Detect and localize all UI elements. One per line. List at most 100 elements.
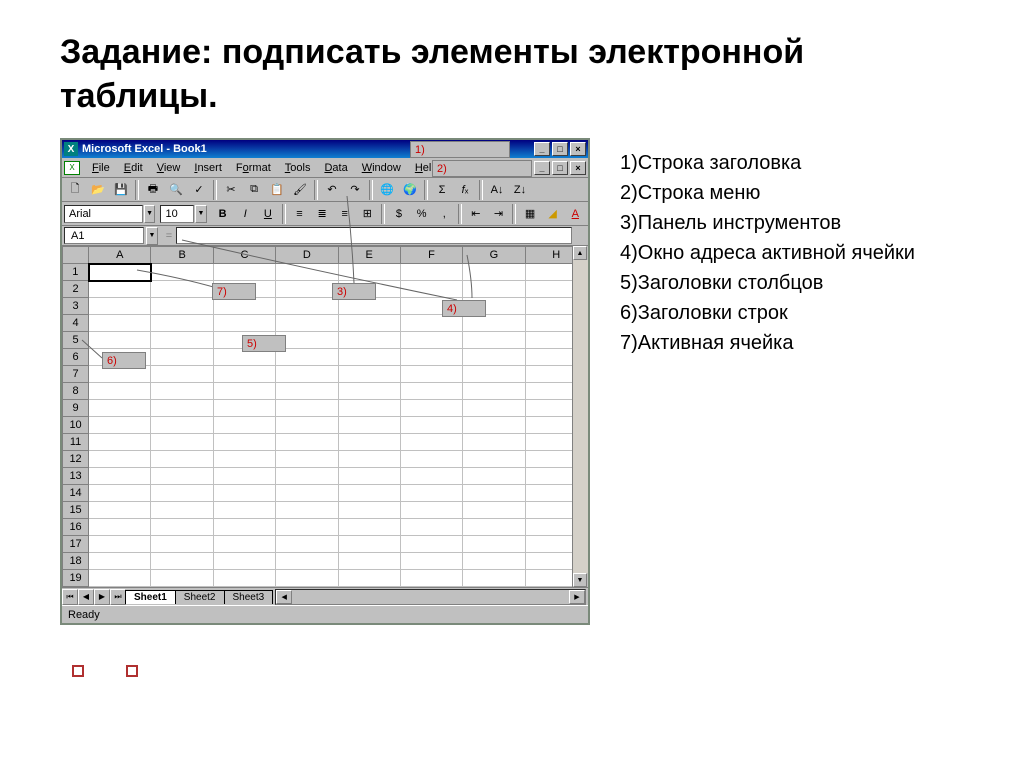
- cell[interactable]: [338, 298, 400, 315]
- redo-icon[interactable]: ↷: [344, 180, 366, 200]
- scroll-down-icon[interactable]: ▼: [573, 573, 587, 587]
- doc-close-button[interactable]: ×: [570, 161, 586, 175]
- row-header[interactable]: 13: [63, 468, 89, 485]
- cell[interactable]: [89, 298, 151, 315]
- cell[interactable]: [463, 264, 525, 281]
- cell[interactable]: [89, 281, 151, 298]
- equals-icon[interactable]: =: [162, 230, 176, 242]
- cell[interactable]: [463, 400, 525, 417]
- row-header[interactable]: 17: [63, 536, 89, 553]
- column-header[interactable]: G: [463, 247, 525, 264]
- cell[interactable]: [151, 536, 213, 553]
- row-header[interactable]: 14: [63, 485, 89, 502]
- tab-nav-next[interactable]: ▶: [94, 589, 110, 605]
- cell[interactable]: [151, 298, 213, 315]
- cell[interactable]: [151, 451, 213, 468]
- spell-icon[interactable]: ✓: [188, 180, 210, 200]
- cell[interactable]: [400, 366, 462, 383]
- row-header[interactable]: 7: [63, 366, 89, 383]
- row-header[interactable]: 18: [63, 553, 89, 570]
- select-all-corner[interactable]: [63, 247, 89, 264]
- column-header[interactable]: C: [213, 247, 275, 264]
- italic-icon[interactable]: I: [234, 204, 256, 224]
- cell[interactable]: [338, 417, 400, 434]
- cell[interactable]: [151, 434, 213, 451]
- cell[interactable]: [400, 400, 462, 417]
- menu-format[interactable]: Format: [230, 160, 277, 176]
- doc-minimize-button[interactable]: _: [534, 161, 550, 175]
- cut-icon[interactable]: ✂: [220, 180, 242, 200]
- row-header[interactable]: 6: [63, 349, 89, 366]
- cell[interactable]: [338, 519, 400, 536]
- cell[interactable]: [151, 383, 213, 400]
- cell[interactable]: [89, 519, 151, 536]
- cell[interactable]: [463, 434, 525, 451]
- cell[interactable]: [213, 264, 275, 281]
- vertical-scrollbar[interactable]: ▲ ▼: [572, 246, 588, 587]
- menu-file[interactable]: File: [86, 160, 116, 176]
- menu-view[interactable]: View: [151, 160, 187, 176]
- cell[interactable]: [89, 570, 151, 587]
- cell[interactable]: [400, 468, 462, 485]
- cell[interactable]: [213, 485, 275, 502]
- cell[interactable]: [89, 553, 151, 570]
- cell[interactable]: [463, 332, 525, 349]
- tab-nav-first[interactable]: ⏮: [62, 589, 78, 605]
- cell[interactable]: [276, 570, 338, 587]
- cell[interactable]: [89, 332, 151, 349]
- undo-icon[interactable]: ↶: [321, 180, 343, 200]
- cell[interactable]: [276, 264, 338, 281]
- column-header[interactable]: D: [276, 247, 338, 264]
- cell[interactable]: [338, 264, 400, 281]
- cell[interactable]: [89, 485, 151, 502]
- column-header[interactable]: E: [338, 247, 400, 264]
- row-header[interactable]: 19: [63, 570, 89, 587]
- underline-icon[interactable]: U: [257, 204, 279, 224]
- cell[interactable]: [400, 281, 462, 298]
- indent-inc-icon[interactable]: ⇥: [488, 204, 510, 224]
- indent-dec-icon[interactable]: ⇤: [465, 204, 487, 224]
- cell[interactable]: [338, 383, 400, 400]
- cell[interactable]: [400, 315, 462, 332]
- cell[interactable]: [338, 434, 400, 451]
- cell[interactable]: [338, 400, 400, 417]
- cell[interactable]: [338, 468, 400, 485]
- sort-asc-icon[interactable]: A↓: [486, 180, 508, 200]
- cell[interactable]: [89, 264, 151, 281]
- cell[interactable]: [338, 570, 400, 587]
- cell[interactable]: [338, 349, 400, 366]
- minimize-button[interactable]: _: [534, 142, 550, 156]
- cell[interactable]: [338, 366, 400, 383]
- cell[interactable]: [400, 417, 462, 434]
- cell[interactable]: [463, 281, 525, 298]
- cell[interactable]: [276, 451, 338, 468]
- cell[interactable]: [400, 570, 462, 587]
- cell[interactable]: [400, 519, 462, 536]
- scroll-left-icon[interactable]: ◀: [276, 590, 292, 604]
- column-header[interactable]: F: [400, 247, 462, 264]
- sheet-tab-1[interactable]: Sheet1: [125, 590, 176, 604]
- font-size-dropdown[interactable]: ▼: [195, 205, 207, 223]
- maximize-button[interactable]: □: [552, 142, 568, 156]
- scroll-right-icon[interactable]: ▶: [569, 590, 585, 604]
- cell[interactable]: [400, 434, 462, 451]
- cell[interactable]: [213, 315, 275, 332]
- align-right-icon[interactable]: ≡: [334, 204, 356, 224]
- cell[interactable]: [89, 502, 151, 519]
- cell[interactable]: [338, 553, 400, 570]
- cell[interactable]: [213, 553, 275, 570]
- cell[interactable]: [89, 315, 151, 332]
- format-painter-icon[interactable]: 🖌: [289, 180, 311, 200]
- row-header[interactable]: 11: [63, 434, 89, 451]
- function-icon[interactable]: fₓ: [454, 180, 476, 200]
- cell[interactable]: [213, 468, 275, 485]
- cell[interactable]: [276, 366, 338, 383]
- horizontal-scrollbar[interactable]: ◀ ▶: [275, 589, 586, 605]
- borders-icon[interactable]: ▦: [519, 204, 541, 224]
- cell[interactable]: [276, 417, 338, 434]
- cell[interactable]: [213, 366, 275, 383]
- scroll-up-icon[interactable]: ▲: [573, 246, 587, 260]
- cell[interactable]: [89, 434, 151, 451]
- cell[interactable]: [276, 485, 338, 502]
- menu-tools[interactable]: Tools: [279, 160, 317, 176]
